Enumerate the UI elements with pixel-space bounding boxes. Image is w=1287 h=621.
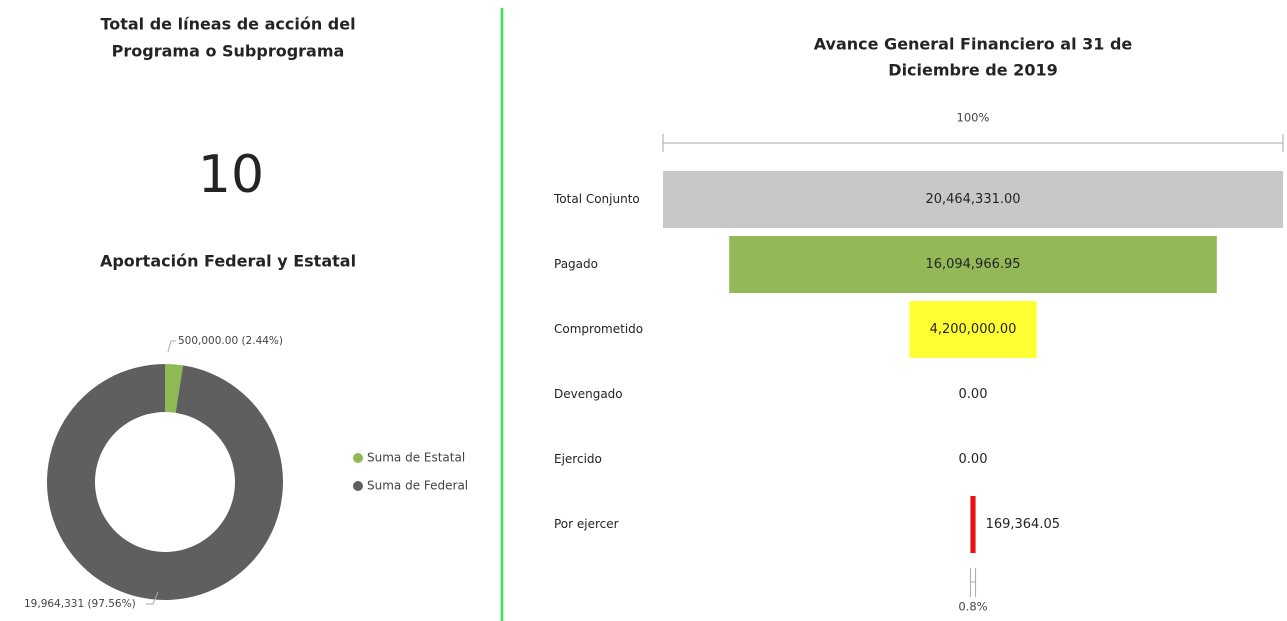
legend-marker [353, 453, 363, 463]
legend-label: Suma de Estatal [367, 451, 465, 465]
bottom-label: 0.8% [958, 600, 987, 614]
top-label: 100% [957, 111, 990, 125]
card-title: Total de líneas de acción del [100, 15, 355, 34]
category-label: Comprometido [554, 322, 643, 336]
data-label: 4,200,000.00 [930, 322, 1017, 337]
category-label: Pagado [554, 257, 598, 271]
donut-slice [47, 364, 284, 601]
leader-line [146, 591, 159, 605]
funnel-bar [909, 301, 1037, 358]
category-label: Devengado [554, 387, 623, 401]
data-label: 20,464,331.00 [925, 192, 1020, 207]
category-label: Total Conjunto [553, 192, 640, 206]
category-label: Por ejercer [554, 517, 619, 531]
funnel-bar [970, 496, 976, 553]
leader-line [167, 340, 176, 353]
donut-title: Aportación Federal y Estatal [100, 252, 356, 271]
data-label: 19,964,331 (97.56%) [24, 598, 136, 610]
card-title: Programa o Subprograma [112, 42, 345, 61]
donut-slice [165, 364, 184, 413]
legend-marker [353, 481, 363, 491]
category-label: Ejercido [554, 452, 602, 466]
data-label: 16,094,966.95 [925, 257, 1020, 272]
legend-label: Suma de Federal [367, 479, 468, 493]
funnel-bar [663, 171, 1283, 228]
data-label: 169,364.05 [986, 517, 1060, 532]
data-label: 500,000.00 (2.44%) [178, 335, 283, 347]
card-value: 10 [198, 145, 264, 205]
funnel-bar [729, 236, 1217, 293]
data-label: 0.00 [959, 452, 988, 467]
funnel-title: Avance General Financiero al 31 de [814, 35, 1133, 54]
funnel-title: Diciembre de 2019 [888, 61, 1057, 80]
data-label: 0.00 [959, 387, 988, 402]
